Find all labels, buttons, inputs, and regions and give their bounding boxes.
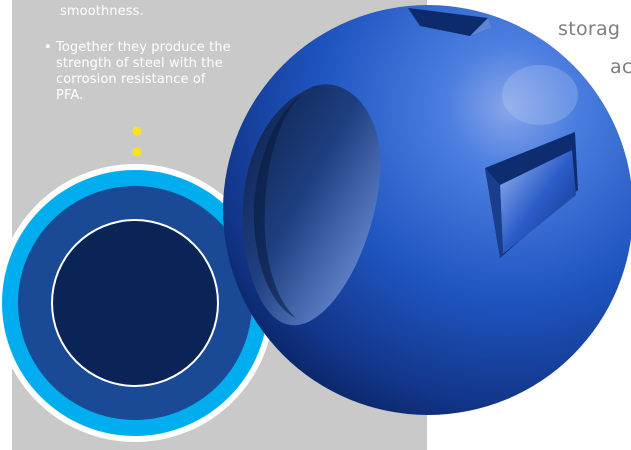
top-slot [408, 8, 492, 36]
side-heading-text: storag ac [558, 10, 631, 86]
connector-dot [132, 147, 142, 157]
ball-bore [242, 84, 381, 326]
bore-shadow [253, 96, 300, 318]
layered-cross-section [0, 164, 274, 442]
stem-slot-face [500, 150, 576, 254]
stem-slot-edge [485, 168, 503, 258]
navy-core [53, 221, 217, 385]
lead-text-line: smoothness. [60, 4, 144, 19]
connector-dot [132, 126, 142, 136]
top-slot-highlight [470, 18, 492, 36]
side-text-line-1: storag [558, 18, 621, 40]
bullet-marker: • [44, 40, 52, 55]
ball-highlight [502, 65, 578, 125]
ball-valve-ball [223, 5, 631, 415]
bullet-point: • Together they produce the strength of … [40, 40, 235, 104]
side-text-line-2: ac [610, 56, 631, 78]
bullet-text: Together they produce the strength of st… [56, 40, 231, 103]
